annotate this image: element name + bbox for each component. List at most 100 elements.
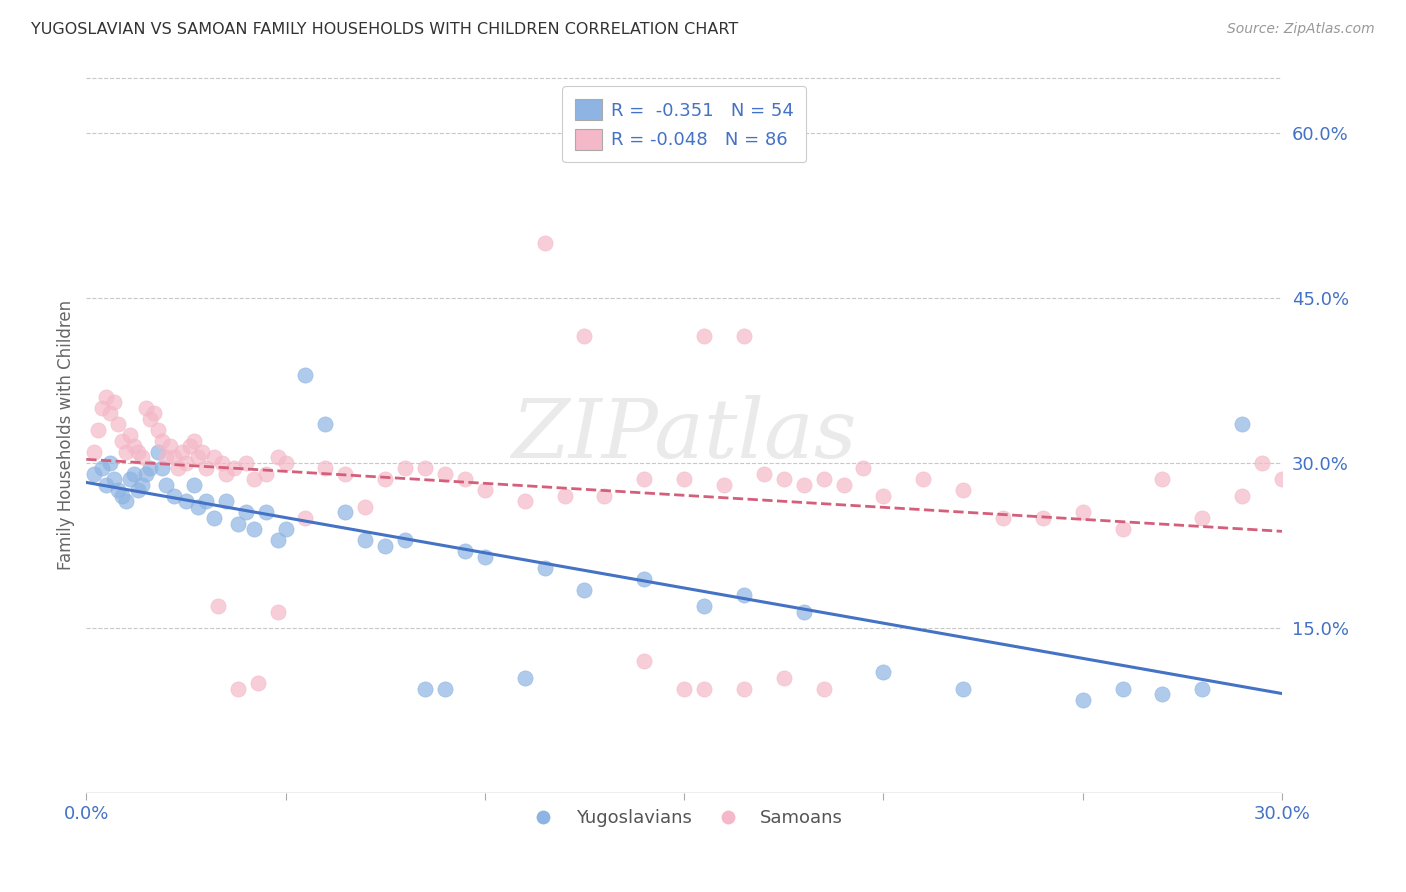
Point <box>1191 511 1213 525</box>
Point <box>1271 473 1294 487</box>
Point <box>413 681 436 696</box>
Point <box>1111 681 1133 696</box>
Y-axis label: Family Households with Children: Family Households with Children <box>58 301 75 571</box>
Point <box>115 494 138 508</box>
Point <box>111 489 134 503</box>
Point <box>633 572 655 586</box>
Point <box>187 500 209 514</box>
Point <box>143 406 166 420</box>
Point <box>146 445 169 459</box>
Point <box>912 473 935 487</box>
Point <box>733 329 755 343</box>
Point <box>673 473 696 487</box>
Point <box>146 423 169 437</box>
Point <box>139 461 162 475</box>
Point <box>122 439 145 453</box>
Point <box>170 445 193 459</box>
Point <box>1230 489 1253 503</box>
Point <box>513 494 536 508</box>
Point <box>167 461 190 475</box>
Point <box>163 489 186 503</box>
Point <box>226 516 249 531</box>
Point <box>266 605 288 619</box>
Point <box>593 489 616 503</box>
Text: ZIPatlas: ZIPatlas <box>512 395 856 475</box>
Point <box>1152 687 1174 701</box>
Point <box>98 406 121 420</box>
Point <box>554 489 576 503</box>
Point <box>174 494 197 508</box>
Point <box>139 412 162 426</box>
Point <box>215 494 238 508</box>
Point <box>135 467 157 481</box>
Point <box>772 671 794 685</box>
Point <box>235 456 257 470</box>
Point <box>693 329 716 343</box>
Point <box>179 439 201 453</box>
Point <box>83 467 105 481</box>
Point <box>433 467 456 481</box>
Point <box>772 473 794 487</box>
Point <box>96 390 118 404</box>
Point <box>574 329 596 343</box>
Point <box>474 549 496 564</box>
Point <box>872 665 894 680</box>
Point <box>155 450 177 465</box>
Point <box>127 445 149 459</box>
Point <box>394 533 416 547</box>
Point <box>211 456 233 470</box>
Point <box>103 473 125 487</box>
Text: Source: ZipAtlas.com: Source: ZipAtlas.com <box>1227 22 1375 37</box>
Point <box>852 461 875 475</box>
Point <box>693 599 716 613</box>
Point <box>793 605 815 619</box>
Point <box>187 450 209 465</box>
Point <box>246 676 269 690</box>
Point <box>633 473 655 487</box>
Point <box>111 434 134 448</box>
Point <box>150 461 173 475</box>
Point <box>254 506 277 520</box>
Point <box>294 511 316 525</box>
Point <box>103 395 125 409</box>
Point <box>335 467 357 481</box>
Point <box>1152 473 1174 487</box>
Point <box>733 681 755 696</box>
Point <box>294 368 316 382</box>
Point <box>1230 417 1253 432</box>
Point <box>202 511 225 525</box>
Point <box>354 533 377 547</box>
Point <box>832 478 855 492</box>
Point <box>107 483 129 498</box>
Point <box>131 478 153 492</box>
Point <box>513 671 536 685</box>
Point <box>1111 522 1133 536</box>
Point <box>174 456 197 470</box>
Point <box>98 456 121 470</box>
Point <box>533 560 555 574</box>
Point <box>266 450 288 465</box>
Point <box>374 473 396 487</box>
Point <box>120 428 142 442</box>
Point <box>1032 511 1054 525</box>
Point <box>163 450 186 465</box>
Point <box>191 445 214 459</box>
Point <box>215 467 238 481</box>
Point <box>159 439 181 453</box>
Point <box>454 473 477 487</box>
Point <box>207 599 229 613</box>
Point <box>222 461 245 475</box>
Point <box>533 235 555 250</box>
Point <box>394 461 416 475</box>
Point <box>872 489 894 503</box>
Point <box>733 588 755 602</box>
Point <box>87 423 110 437</box>
Point <box>202 450 225 465</box>
Point <box>813 473 835 487</box>
Point <box>242 522 264 536</box>
Point <box>314 417 336 432</box>
Point <box>135 401 157 415</box>
Point <box>107 417 129 432</box>
Point <box>235 506 257 520</box>
Point <box>183 478 205 492</box>
